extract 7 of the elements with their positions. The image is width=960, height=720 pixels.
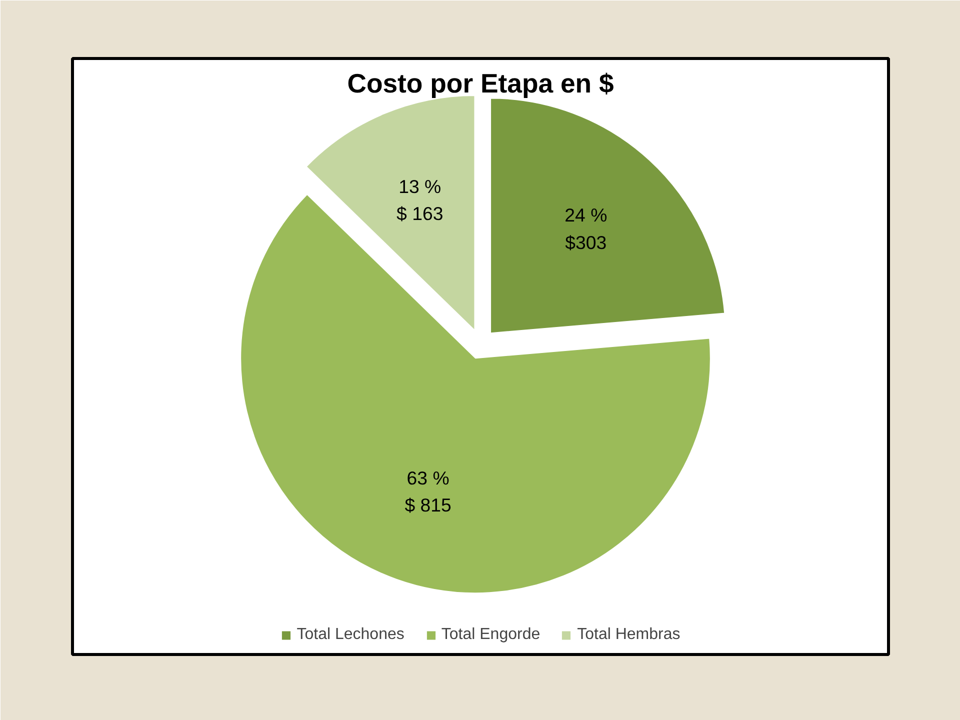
legend-label: Total Engorde xyxy=(441,626,540,644)
data-label: 24 % $303 xyxy=(564,204,608,254)
data-label: 13 % $ 163 xyxy=(396,176,444,224)
data-label: 63 % $ 815 xyxy=(404,467,452,516)
legend-label: Total Lechones xyxy=(296,626,404,644)
legend-label: Total Hembras xyxy=(577,626,680,644)
chart-title: Costo por Etapa en $ xyxy=(347,68,614,98)
